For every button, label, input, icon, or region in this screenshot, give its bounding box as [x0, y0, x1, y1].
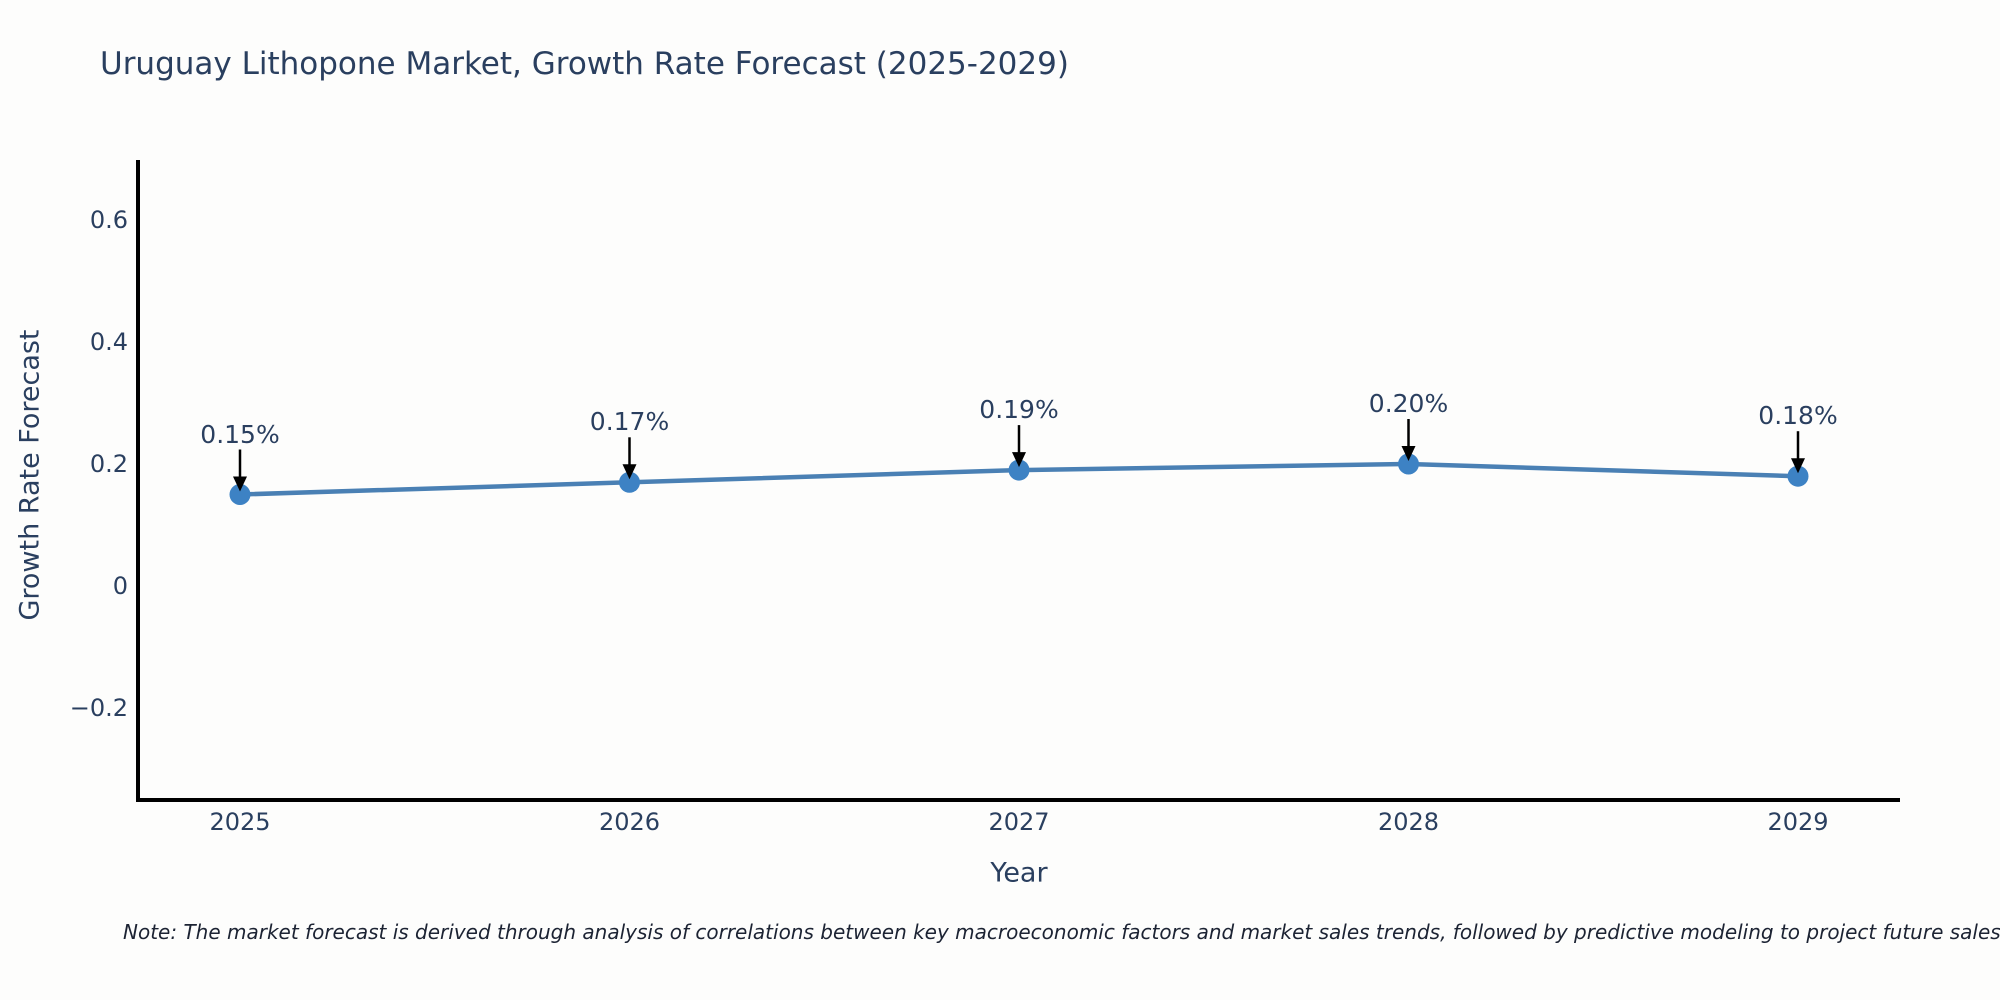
footnote: Note: The market forecast is derived thr… [123, 920, 2000, 944]
data-point-marker [1008, 459, 1030, 481]
y-tick-label: 0.2 [89, 450, 128, 478]
y-tick-label: 0.4 [89, 328, 128, 356]
point-value-annotation: 0.15% [200, 419, 280, 449]
y-tick-label: 0 [112, 572, 128, 600]
point-value-annotation: 0.18% [1758, 401, 1838, 431]
data-point-marker [619, 471, 640, 493]
annotation-arrowhead [1401, 446, 1416, 461]
x-tick-label: 2027 [988, 808, 1050, 836]
y-tick-label: −0.2 [69, 694, 128, 722]
point-value-annotation: 0.20% [1368, 389, 1449, 418]
annotation-arrowhead [1012, 452, 1026, 468]
y-tick-label: 0.6 [89, 206, 128, 234]
x-tick-label: 2029 [1767, 808, 1829, 836]
annotation-arrowhead [233, 476, 247, 492]
x-tick-label: 2028 [1377, 808, 1440, 836]
annotation-arrowhead [622, 464, 637, 480]
point-value-annotation: 0.17% [589, 407, 670, 437]
x-axis-title: Year [990, 857, 1048, 889]
chart-title: Uruguay Lithopone Market, Growth Rate Fo… [100, 46, 1069, 82]
point-value-annotation: 0.19% [979, 395, 1059, 425]
data-point-marker [1398, 453, 1419, 475]
data-point-marker [229, 484, 251, 505]
x-tick-label: 2025 [209, 808, 271, 836]
annotation-arrowhead [1791, 458, 1805, 474]
x-tick-label: 2026 [598, 808, 661, 836]
data-point-marker [1787, 465, 1809, 487]
